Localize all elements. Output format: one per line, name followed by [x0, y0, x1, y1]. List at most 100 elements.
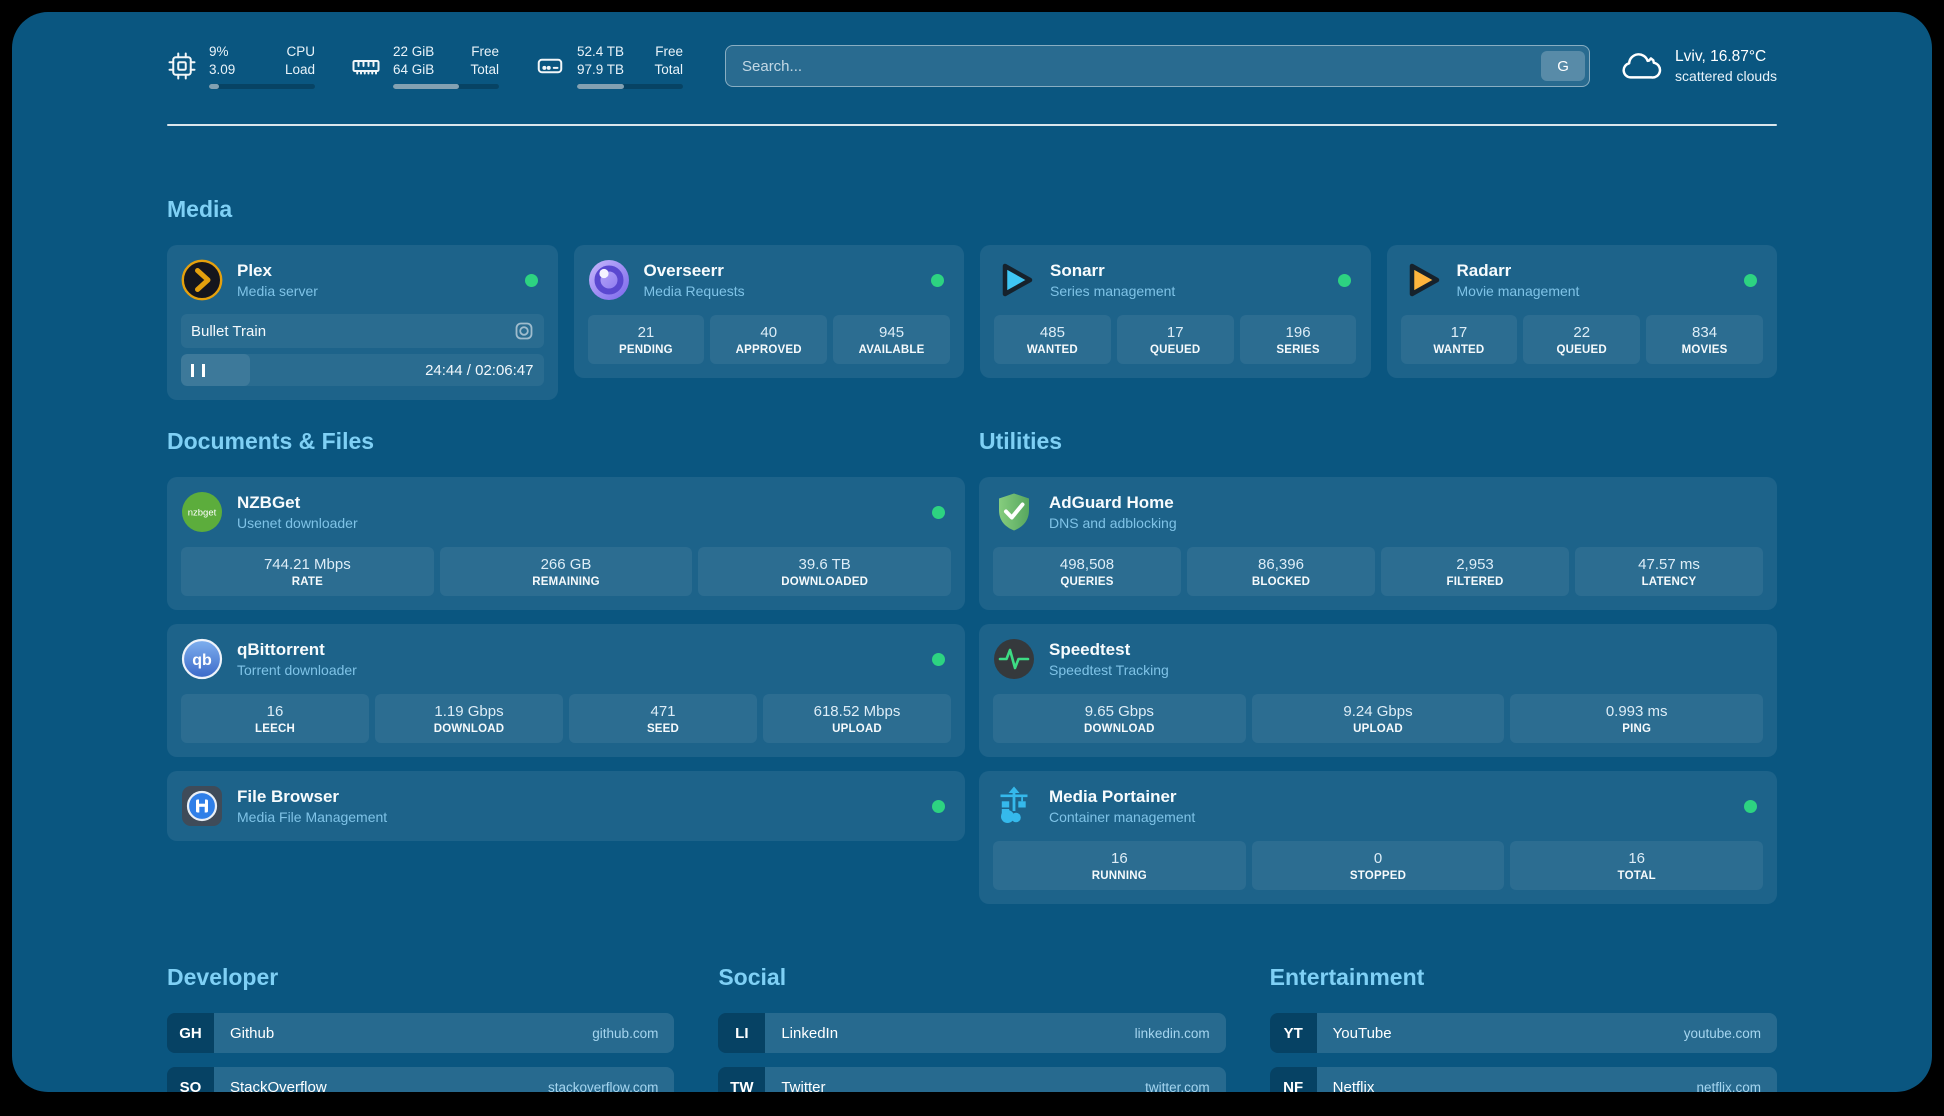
service-card-portainer: Media Portainer Container management 16 …: [979, 771, 1777, 904]
service-subtitle: Movie management: [1456, 283, 1580, 300]
service-subtitle: DNS and adblocking: [1049, 515, 1177, 532]
service-card-overseerr: Overseerr Media Requests 21 PENDING 40 A…: [573, 245, 964, 378]
section-title-social: Social: [718, 964, 787, 990]
search-input[interactable]: [725, 45, 1591, 87]
stat-running: 16 RUNNING: [993, 841, 1246, 890]
service-name: NZBGet: [237, 492, 301, 512]
service-subtitle: Media server: [237, 283, 318, 300]
weather-widget: Lviv, 16.87°C scattered clouds: [1620, 48, 1777, 84]
stat-wanted: 485 WANTED: [994, 315, 1111, 364]
section-title-entertainment: Entertainment: [1269, 964, 1425, 990]
section-title-media: Media: [167, 196, 233, 222]
cpu-usage-label: CPU: [286, 44, 315, 60]
service-name: Sonarr: [1050, 260, 1105, 280]
bookmark-abbr: YT: [1269, 1013, 1317, 1053]
bookmark-github[interactable]: GH Github github.com: [167, 1013, 675, 1053]
media-grid: Plex Media server Bullet Train 24:44 / 0…: [167, 245, 1777, 400]
memory-total-value: 64 GiB: [393, 62, 435, 77]
memory-free-label: Free: [471, 44, 499, 60]
status-online-dot: [1744, 799, 1757, 813]
stat-available: 945 AVAILABLE: [833, 315, 950, 364]
service-subtitle: Torrent downloader: [237, 662, 357, 679]
status-online-dot: [524, 273, 538, 287]
status-online-dot: [932, 652, 945, 666]
stat-filtered: 2,953 FILTERED: [1381, 547, 1569, 596]
status-online-dot: [932, 505, 945, 519]
disk-total-label: Total: [654, 62, 683, 77]
bookmark-domain: netflix.com: [1696, 1079, 1761, 1093]
bookmark-name: Twitter: [781, 1078, 826, 1093]
now-playing-title: Bullet Train: [191, 322, 267, 340]
service-name: Plex: [237, 260, 272, 280]
sonarr-icon: [1002, 263, 1033, 297]
radarr-icon: [1409, 263, 1439, 297]
bookmark-twitter[interactable]: TW Twitter twitter.com: [718, 1067, 1226, 1093]
service-name: Radarr: [1456, 260, 1512, 280]
svg-text:nzbget: nzbget: [188, 508, 217, 519]
service-name: Speedtest: [1049, 639, 1131, 659]
memory-widget: 22 GiB 64 GiB Free Total: [351, 43, 499, 89]
cpu-load-label: Load: [284, 62, 315, 77]
stat-download: 9.65 Gbps DOWNLOAD: [993, 694, 1246, 743]
header-divider: [167, 124, 1777, 126]
overseerr-header[interactable]: Overseerr Media Requests: [588, 259, 951, 301]
service-name: Media Portainer: [1049, 786, 1177, 806]
memory-icon: [352, 60, 380, 75]
bookmark-name: Github: [230, 1024, 275, 1042]
bookmark-group-developer: Developer GH Github github.com SO StackO…: [167, 964, 675, 1093]
service-card-radarr: Radarr Movie management 17 WANTED 22 QUE…: [1386, 245, 1777, 378]
sonarr-header[interactable]: Sonarr Series management: [994, 259, 1357, 301]
filebrowser-header[interactable]: File Browser Media File Management: [181, 785, 951, 827]
status-online-dot: [1337, 273, 1351, 287]
bookmark-youtube[interactable]: YT YouTube youtube.com: [1269, 1013, 1777, 1053]
service-card-nzbget: nzbget NZBGet Usenet downloader 744.21 M…: [167, 477, 965, 610]
plex-header[interactable]: Plex Media server: [181, 259, 544, 301]
cpu-usage-value: 9%: [209, 44, 229, 60]
bookmark-linkedin[interactable]: LI LinkedIn linkedin.com: [718, 1013, 1226, 1053]
qbittorrent-header[interactable]: qb qBittorrent Torrent downloader: [181, 638, 951, 680]
bookmark-abbr: TW: [718, 1067, 766, 1092]
stat-pending: 21 PENDING: [587, 315, 705, 364]
status-online-dot: [931, 273, 944, 287]
qbittorrent-icon: qb: [181, 638, 223, 680]
service-subtitle: Series management: [1050, 283, 1176, 300]
section-title-documents: Documents & Files: [167, 428, 375, 454]
bookmark-domain: github.com: [592, 1025, 659, 1041]
portainer-header[interactable]: Media Portainer Container management: [993, 785, 1763, 827]
disk-progress-bar: [577, 83, 683, 89]
bookmark-abbr: SO: [167, 1067, 214, 1092]
service-card-adguard: AdGuard Home DNS and adblocking 498,508 …: [979, 477, 1777, 610]
cpu-widget: 9% 3.09 CPU Load: [167, 43, 315, 89]
service-name: AdGuard Home: [1049, 492, 1174, 512]
adguard-header[interactable]: AdGuard Home DNS and adblocking: [993, 491, 1763, 533]
playback-time: 24:44 / 02:06:47: [425, 361, 534, 379]
disk-free-label: Free: [655, 44, 683, 60]
speedtest-header[interactable]: Speedtest Speedtest Tracking: [993, 638, 1763, 680]
resource-widgets: 9% 3.09 CPU Load: [167, 43, 683, 89]
nzbget-header[interactable]: nzbget NZBGet Usenet downloader: [181, 491, 951, 533]
overseerr-icon: [588, 260, 629, 300]
bookmark-abbr: GH: [167, 1013, 214, 1053]
adguard-icon: [999, 493, 1029, 531]
radarr-header[interactable]: Radarr Movie management: [1401, 259, 1764, 301]
bookmark-domain: twitter.com: [1145, 1079, 1210, 1093]
speedtest-icon: [994, 639, 1034, 679]
service-name: Overseerr: [643, 260, 724, 280]
stat-stopped: 0 STOPPED: [1251, 841, 1505, 890]
bookmark-name: StackOverflow: [230, 1078, 327, 1093]
pause-icon[interactable]: [191, 363, 205, 377]
bookmark-stackoverflow[interactable]: SO StackOverflow stackoverflow.com: [167, 1067, 675, 1093]
stat-latency: 47.57 ms LATENCY: [1575, 547, 1763, 596]
disk-widget: 52.4 TB 97.9 TB Free Total: [535, 43, 683, 89]
section-title-utilities: Utilities: [979, 428, 1063, 454]
cpu-progress-bar: [209, 83, 315, 89]
stat-approved: 40 APPROVED: [710, 315, 828, 364]
stat-blocked: 86,396 BLOCKED: [1187, 547, 1375, 596]
plex-playback-progress: 24:44 / 02:06:47: [181, 354, 544, 386]
stat-leech: 16 LEECH: [181, 694, 369, 743]
search-provider-button[interactable]: G: [1541, 51, 1586, 81]
bookmark-netflix[interactable]: NF Netflix netflix.com: [1269, 1067, 1777, 1093]
stat-queries: 498,508 QUERIES: [993, 547, 1181, 596]
memory-free-value: 22 GiB: [393, 44, 435, 60]
nzbget-icon: nzbget: [182, 492, 222, 532]
